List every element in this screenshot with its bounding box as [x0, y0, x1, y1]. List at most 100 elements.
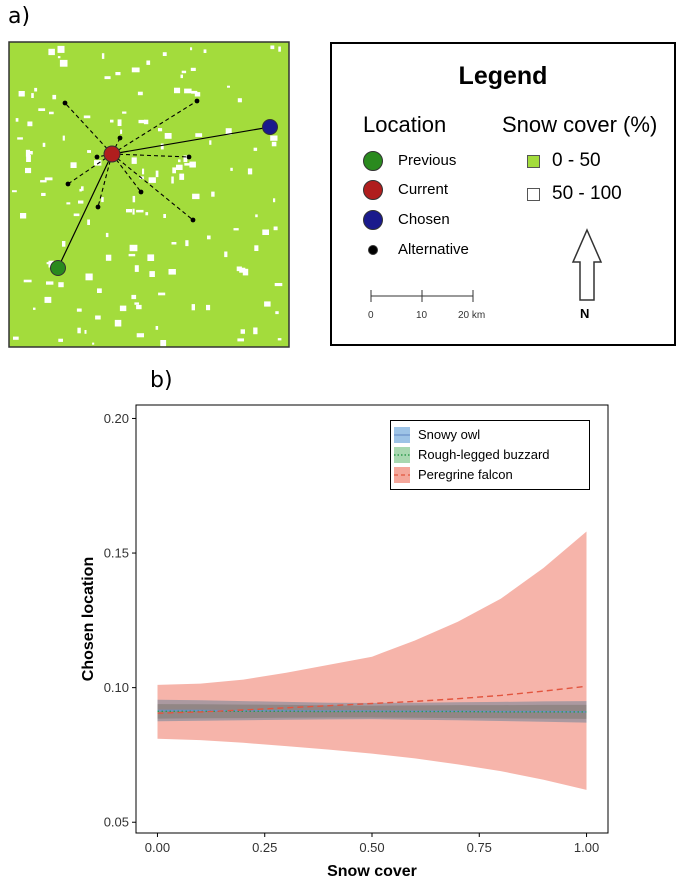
snow-patch: [147, 254, 155, 261]
alternative-point: [94, 154, 100, 160]
x-tick-label: 0.75: [467, 840, 492, 855]
snow-patch: [270, 45, 275, 50]
snow-patch: [85, 273, 93, 281]
snow-patch: [191, 304, 195, 311]
snow-patch: [136, 209, 144, 213]
snow-patch: [203, 49, 207, 53]
snow-patch: [44, 296, 52, 303]
snow-patch: [163, 214, 166, 218]
snow-patch: [277, 338, 282, 341]
snow-patch: [192, 193, 200, 200]
alternative-point: [190, 217, 196, 223]
snow-patch: [23, 279, 32, 283]
snow-patch: [134, 265, 139, 272]
legend-snow-high-swatch: [527, 188, 540, 201]
snow-patch: [273, 198, 276, 203]
snow-patch: [224, 251, 228, 258]
snow-patch: [136, 304, 142, 310]
snow-patch: [26, 155, 31, 162]
legend-title: Legend: [458, 62, 548, 90]
snow-patch: [142, 168, 145, 175]
snow-patch: [148, 177, 156, 183]
snow-patch: [278, 46, 281, 52]
snow-patch: [101, 53, 105, 59]
snow-patch: [275, 311, 279, 315]
legend-label-rough-legged-buzzard: Rough-legged buzzard: [418, 447, 550, 462]
snow-patch: [84, 330, 87, 334]
snow-patch: [13, 336, 19, 340]
snow-patch: [77, 327, 81, 334]
snow-patch: [57, 45, 65, 53]
alternative-step-line: [97, 153, 113, 208]
snow-patch: [41, 192, 46, 196]
snow-patch: [191, 90, 198, 94]
y-tick-label: 0.05: [104, 815, 129, 830]
legend-key-snowy-owl: [394, 427, 410, 443]
snow-patch: [62, 135, 65, 141]
snow-patch: [225, 128, 232, 135]
snow-patch: [87, 150, 91, 153]
y-tick-label: 0.15: [104, 546, 129, 561]
x-tick-label: 0.50: [359, 840, 384, 855]
snow-patch: [62, 241, 66, 247]
snow-patch: [168, 269, 176, 275]
chosen-point: [262, 119, 278, 135]
snow-patch: [29, 151, 33, 155]
x-axis: 0.00 0.25 0.50 0.75 1.00: [145, 833, 599, 855]
map-legend: Legend Location Snow cover (%) Previous …: [330, 42, 676, 346]
snow-patch: [73, 213, 80, 217]
panel-a-label: a): [8, 4, 31, 29]
snow-patch: [145, 212, 149, 216]
snow-patch: [143, 119, 149, 125]
snow-patch: [66, 202, 71, 205]
scale-bar: [370, 290, 474, 302]
snow-patch: [253, 327, 258, 335]
previous-point: [50, 260, 66, 276]
snow-patch: [129, 244, 138, 252]
snow-patch: [57, 56, 61, 59]
panel-b-label: b): [150, 368, 173, 393]
snow-patch: [70, 162, 77, 168]
legend-alternative-label: Alternative: [398, 241, 469, 258]
alternative-point: [95, 204, 101, 210]
snow-patch: [158, 128, 163, 132]
legend-label-peregrine-falcon: Peregrine falcon: [418, 467, 513, 482]
chosen-step-line: [111, 126, 271, 155]
previous-step-line: [57, 153, 113, 269]
snow-patch: [155, 326, 159, 330]
snow-patch: [237, 98, 242, 103]
snow-patch: [158, 292, 166, 296]
legend-snow-high-label: 50 - 100: [552, 183, 622, 204]
snow-patch: [40, 180, 47, 183]
snow-patch: [171, 242, 177, 245]
snow-patch: [18, 91, 25, 97]
snow-patch: [92, 342, 95, 345]
snow-patch: [242, 268, 249, 276]
alternative-point: [186, 154, 192, 160]
snow-patch: [25, 149, 30, 157]
legend-snow-heading: Snow cover (%): [502, 112, 658, 137]
snow-patch: [185, 240, 189, 247]
snow-patch: [160, 143, 164, 150]
snow-patch: [183, 155, 188, 163]
x-tick-label: 0.25: [252, 840, 277, 855]
snow-patch: [190, 47, 193, 51]
map-background: [8, 41, 290, 348]
snow-patch: [207, 235, 211, 240]
snow-patch: [87, 219, 90, 225]
snow-patch: [146, 60, 151, 65]
band-peregrine-falcon: [157, 531, 587, 790]
snow-patch: [31, 93, 34, 98]
snow-patch: [194, 92, 201, 97]
snow-patch: [255, 214, 258, 218]
snow-patch: [160, 340, 167, 347]
snow-patch: [110, 119, 114, 123]
snow-patch: [237, 338, 244, 342]
alternative-point: [138, 189, 144, 195]
scale-label-20: 20 km: [458, 310, 486, 321]
snow-patch: [247, 168, 253, 175]
snow-patch: [233, 228, 239, 231]
snow-patch: [128, 253, 136, 257]
snow-patch: [209, 140, 212, 145]
snow-patch: [211, 191, 215, 197]
